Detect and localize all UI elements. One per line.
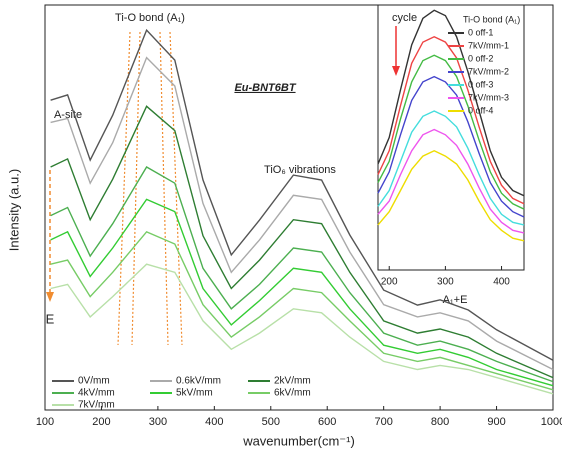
x-tick-label: 400 [493, 277, 510, 288]
plot-area [50, 28, 554, 395]
x-tick-label: 800 [431, 416, 449, 428]
series-line [50, 105, 554, 379]
annotation: A₁+E [443, 294, 468, 306]
annotation: Eu-BNT6BT [234, 82, 296, 94]
series-line [377, 54, 525, 210]
series-line [377, 36, 525, 205]
series-line [50, 56, 554, 371]
x-tick-label: 300 [149, 416, 167, 428]
x-tick-label: 100 [36, 416, 54, 428]
legend-label: 7kV/mm-3 [468, 92, 509, 102]
series-line [377, 128, 525, 234]
annotation: Ti-O bond (A₁) [115, 12, 185, 24]
annotation: E [46, 311, 55, 326]
x-tick-label: 600 [318, 416, 336, 428]
annotation: cycle [392, 12, 417, 24]
x-tick-label: 200 [92, 416, 110, 428]
series-line [50, 263, 554, 395]
guide [117, 31, 131, 346]
plot-area [377, 9, 525, 242]
series-line [50, 198, 554, 387]
arrow-head [46, 292, 54, 302]
guide [159, 31, 169, 346]
x-tick-label: 900 [487, 416, 505, 428]
legend-label: 7kV/mm-2 [468, 66, 509, 76]
legend-label: 6kV/mm [274, 388, 311, 399]
x-tick-label: 700 [374, 416, 392, 428]
series-line [50, 28, 554, 361]
legend-label: 0V/mm [78, 376, 110, 387]
legend-title: Ti-O bond (A₁) [463, 14, 520, 24]
arrow-head [392, 66, 400, 76]
x-axis-title: wavenumber(cm⁻¹) [242, 433, 355, 448]
x-tick-label: 200 [381, 277, 398, 288]
annotation: TiO₆ vibrations [264, 164, 336, 176]
legend-label: 0 off-4 [468, 105, 493, 115]
series-line [377, 110, 525, 226]
series-line [50, 230, 554, 391]
x-tick-label: 500 [262, 416, 280, 428]
legend-label: 7kV/mm [78, 400, 115, 411]
plot-frame [44, 4, 554, 411]
y-axis-title: Intensity (a.u.) [6, 169, 21, 251]
legend-label: 0 off-1 [468, 27, 493, 37]
legend-label: 0.6kV/mm [176, 376, 221, 387]
series-line [377, 75, 525, 218]
series-line [377, 150, 525, 242]
series-line [50, 166, 554, 383]
x-tick-label: 300 [437, 277, 454, 288]
legend-label: 5kV/mm [176, 388, 213, 399]
legend-label: 4kV/mm [78, 388, 115, 399]
legend-label: 0 off-3 [468, 79, 493, 89]
legend-label: 7kV/mm-1 [468, 40, 509, 50]
guide [131, 31, 141, 346]
legend-label: 2kV/mm [274, 376, 311, 387]
series-line [377, 9, 525, 197]
x-tick-label: 400 [205, 416, 223, 428]
legend-label: 0 off-2 [468, 53, 493, 63]
x-tick-label: 1000 [541, 416, 562, 428]
